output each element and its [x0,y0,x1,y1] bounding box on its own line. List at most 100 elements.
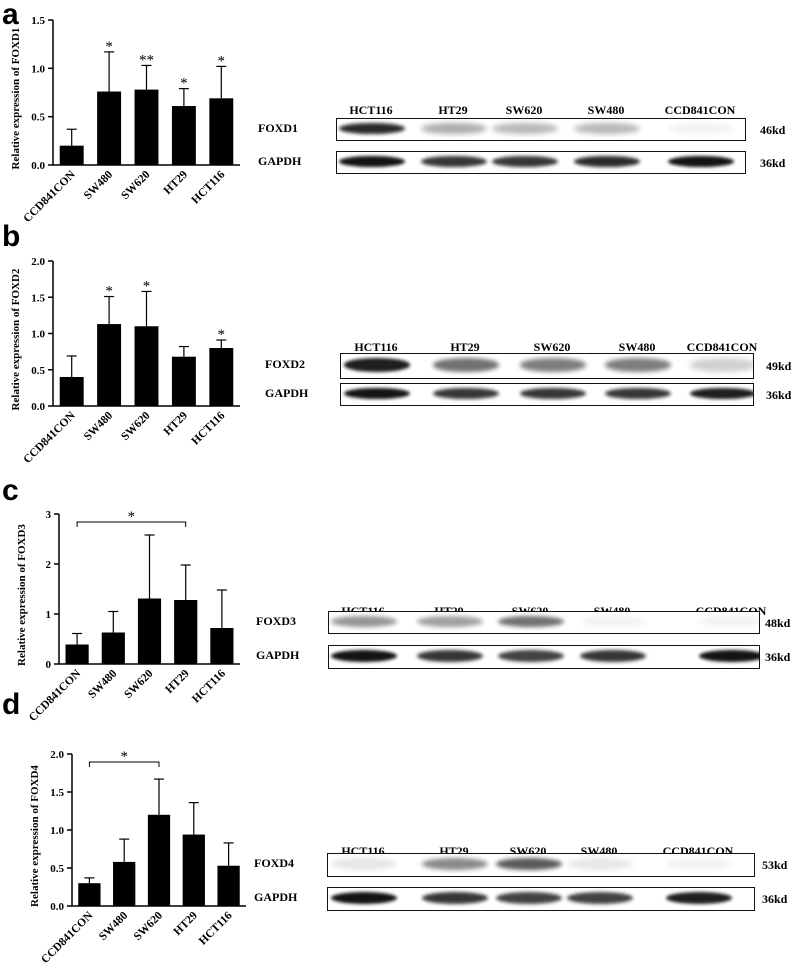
x-tick-label: SW620 [119,168,153,202]
blot-band [492,155,558,168]
lane-label-HT29: HT29 [438,103,468,117]
x-tick-label: CCD841CON [21,409,78,466]
bar-HT29 [174,600,198,664]
y-tick-label: 0.0 [31,401,45,413]
y-tick-label: 0.5 [31,112,45,124]
blot-band [699,649,759,663]
x-tick-label: HCT116 [190,667,228,705]
molecular-weight-label-GAPDH-d: 36kd [762,892,788,906]
blot-row-label-GAPDH-b: GAPDH [265,385,309,400]
x-tick-label: HCT116 [190,409,228,447]
blot-band [331,857,397,871]
blot-band [492,122,558,135]
blot-band [417,615,483,628]
blot-band [421,155,487,168]
significance-mark: * [218,53,226,69]
x-tick-label: SW620 [132,909,166,943]
y-tick-label: 0.5 [50,863,64,875]
y-tick-label: 1.5 [31,15,45,27]
bar-HT29 [171,106,196,165]
x-tick-label: SW480 [82,168,116,202]
x-tick-label: SW480 [86,667,120,701]
bar-HCT116 [209,98,234,165]
x-tick-label: HCT116 [197,909,235,947]
y-tick-label: 1.0 [50,825,64,837]
molecular-weight-label-GAPDH-b: 36kd [766,387,792,402]
x-tick-label: HT29 [172,909,201,938]
bar-SW480 [97,91,122,165]
x-tick-label: CCD841CON [27,667,84,724]
blot-band [574,122,640,135]
blot-strip-FOXD4 [327,853,755,877]
bar-CCD841CON [78,883,101,906]
bar-chart-d: 0.0 0.5 1.0 1.5 2.0 Relative expression of FO… [29,749,246,966]
blot-row-label-FOXD3: FOXD3 [256,613,296,628]
blot-row-label-FOXD4: FOXD4 [254,856,294,870]
bar-SW620 [137,598,162,664]
y-tick-label: 0.0 [50,901,64,913]
y-tick-label: 2.0 [31,256,45,268]
bar-CCD841CON [59,145,84,165]
blot-band [331,649,397,663]
significance-bracket [88,761,160,767]
blot-band [331,891,397,905]
molecular-weight-label-GAPDH-a: 36kd [760,155,786,170]
blot-row-label-GAPDH-d: GAPDH [254,890,298,904]
blot-band [666,891,732,905]
x-tick-label: HT29 [162,168,191,197]
blot-band [339,122,405,135]
molecular-weight-label-FOXD1: 46kd [760,122,786,137]
y-axis-label: Relative expression of FOXD4 [29,765,41,907]
blot-band [421,122,487,135]
molecular-weight-label-FOXD3: 48kd [765,615,791,630]
y-tick-label: 1.5 [31,292,45,304]
blot-band [498,615,564,628]
blot-strip-GAPDH-d [327,887,755,911]
significance-mark: ** [139,52,154,68]
bar-SW480 [97,324,122,406]
significance-bracket [76,521,187,527]
bar-CCD841CON [65,644,89,664]
lane-label-HCT116: HCT116 [354,340,398,354]
bar-SW620 [134,89,159,165]
blot-row-label-GAPDH-c: GAPDH [256,648,300,662]
blot-band [498,649,564,663]
blot-band [344,387,410,400]
blot-band [496,857,562,871]
bar-CCD841CON [59,377,84,406]
bracket-significance-mark: * [128,509,136,525]
significance-mark: * [105,284,113,300]
blot-band [690,358,753,372]
blot-band [699,615,759,628]
bar-HT29 [171,356,196,406]
blot-row-label-GAPDH-a: GAPDH [258,153,302,168]
y-axis-label: Relative expression of FOXD3 [16,524,28,666]
lane-label-CCD841CON: CCD841CON [686,340,758,354]
molecular-weight-label-FOXD2: 49kd [766,359,792,373]
lane-label-HT29: HT29 [450,340,480,354]
blot-band [567,857,633,871]
blot-band [580,649,646,663]
y-tick-label: 3 [46,509,52,521]
bar-HCT116 [217,865,240,906]
bar-HT29 [182,834,205,906]
blot-band [422,891,488,905]
blot-band [520,358,586,372]
blot-band [666,857,732,871]
x-tick-label: HT29 [163,667,192,696]
bar-SW480 [113,861,136,906]
blot-band [422,857,488,871]
x-tick-label: SW480 [97,909,131,943]
significance-mark: * [218,327,226,343]
blot-band [331,615,397,628]
bar-chart-c: 0 1 2 3 Relative expression of FOXD3CCD841CO… [16,509,240,724]
bar-SW620 [147,814,171,906]
significance-mark: * [143,278,151,294]
y-tick-label: 2.0 [50,749,64,761]
blot-strip-FOXD3 [328,611,760,634]
blot-band [580,615,646,628]
x-tick-label: SW480 [82,409,116,443]
blot-strip-GAPDH-a [336,151,746,174]
